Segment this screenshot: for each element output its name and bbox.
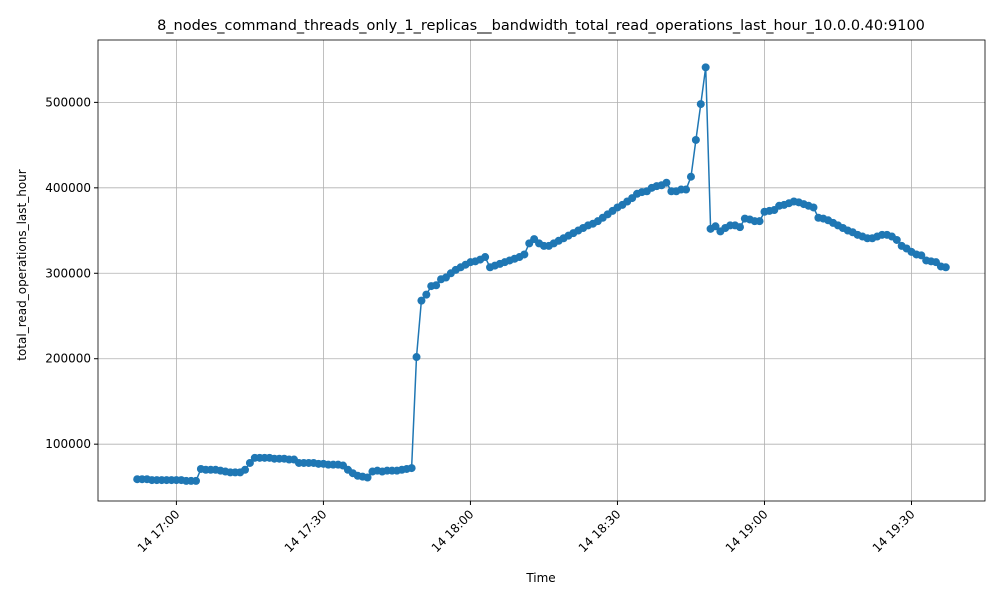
y-tick-label: 300000 [45,266,91,280]
data-point [363,473,372,482]
chart-title: 8_nodes_command_threads_only_1_replicas_… [157,18,925,34]
data-point [696,100,705,109]
data-point [809,203,818,212]
data-point [691,135,700,144]
x-axis-label: Time [525,571,555,585]
y-axis-label: total_read_operations_last_hour [15,169,29,361]
data-point [686,172,695,181]
data-point [520,250,529,259]
data-point [941,263,950,272]
data-point [662,178,671,187]
data-point [192,476,201,485]
data-point [422,290,431,299]
data-point [432,281,441,290]
data-point [417,296,426,305]
data-point [407,464,416,473]
data-point [701,63,710,72]
data-point [917,251,926,260]
data-point [481,253,490,262]
data-point [892,235,901,244]
data-point [711,222,720,231]
data-point [682,185,691,194]
y-tick-label: 100000 [45,437,91,451]
y-tick-label: 200000 [45,352,91,366]
plot-frame [97,39,986,502]
y-tick-label: 400000 [45,181,91,195]
data-point [241,465,250,474]
y-tick-label: 500000 [45,95,91,109]
data-point [412,353,421,362]
data-point [245,458,254,467]
data-point [755,217,764,226]
data-point [735,223,744,232]
